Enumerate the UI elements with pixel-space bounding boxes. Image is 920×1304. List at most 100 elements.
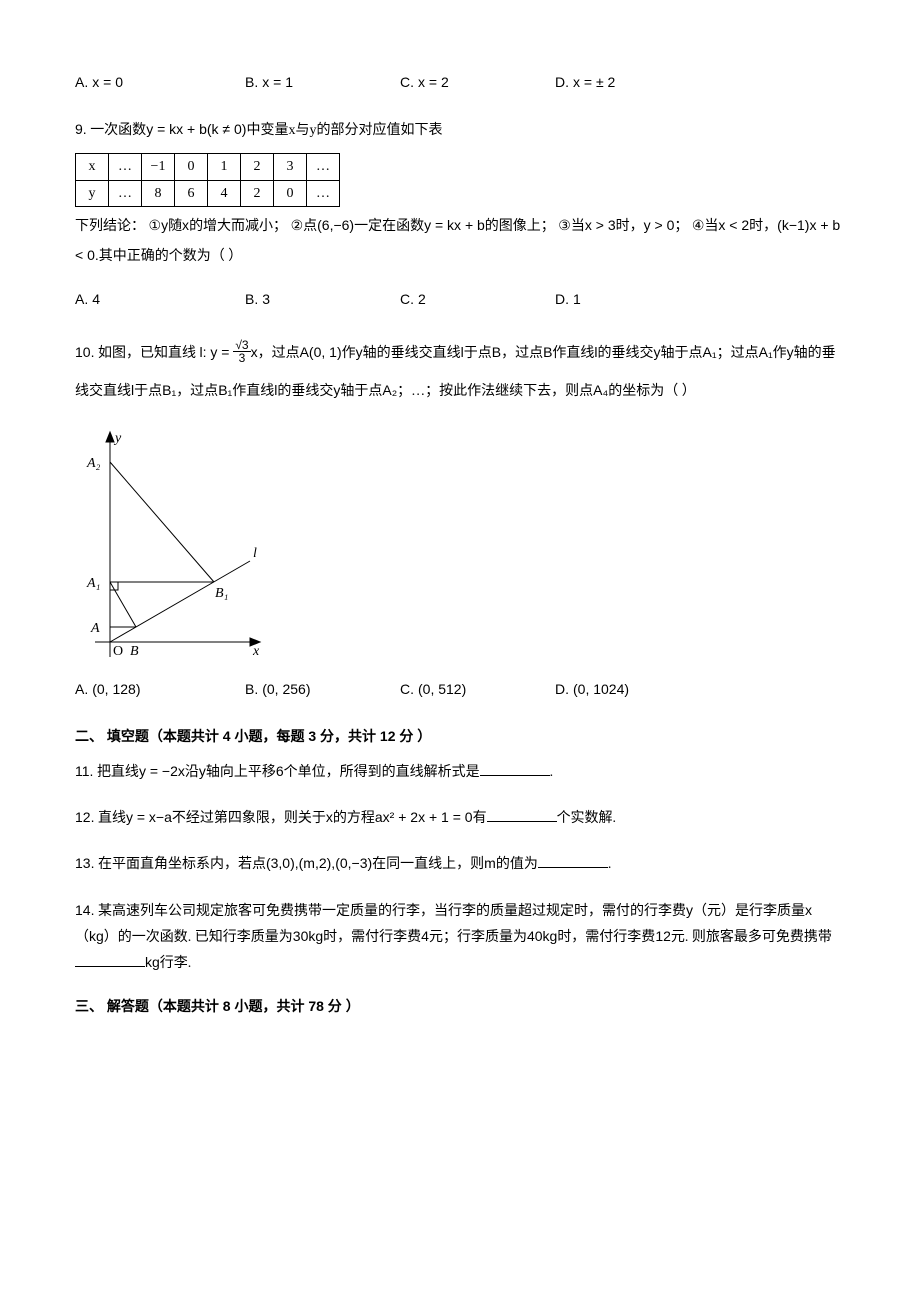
text: 其中正确的个数为（ ） [99,249,243,264]
text: 时，需付行李费 [557,930,655,945]
blank [480,761,550,776]
option-label: D. [555,677,569,702]
text: 作 [773,346,787,361]
text: 元；行李质量为 [429,930,527,945]
option-value: 2 [418,287,426,312]
text: 于点 [464,346,492,361]
text: 作 [342,346,356,361]
text: （元）是行李质量 [693,904,805,919]
table-row-y: y … 8 6 4 2 0 … [76,180,340,206]
label-O: O [113,644,123,659]
q8-option-d: D. x = ± 2 [555,70,710,95]
cell: 6 [175,180,208,206]
circled-3: ③ [558,217,571,233]
text: 沿 [185,765,199,780]
option-label: A. [75,70,88,95]
q10-option-a: A. (0, 128) [75,677,245,702]
q12: 12. 直线y = x−a不经过第四象限，则关于x的方程ax² + 2x + 1… [75,805,845,831]
cell: … [307,154,340,180]
option-value: 1 [573,287,581,312]
text: ，过点 [501,346,543,361]
formula: y = kx + b(k ≠ 0) [146,121,246,137]
text: 的垂线交 [277,384,333,399]
circled-4: ④ [692,217,705,233]
option-value: x = ± 2 [573,70,615,95]
q8-option-c: C. x = 2 [400,70,555,95]
text: 在平面直角坐标系内，若点 [98,857,266,872]
text: A₄ [593,382,608,398]
text: . [550,765,554,780]
text: 的坐标为（ ） [608,384,696,399]
condition: x > 3 [585,217,616,233]
label-l: l [253,546,257,561]
text: 的垂线交直线 [377,346,461,361]
eq-rhs: x [251,344,258,360]
text: （ [75,930,89,945]
text: 行李. [160,956,192,971]
label-A2: A₂ [86,456,101,471]
question-number: 12. [75,809,94,825]
q10-option-d: D. (0, 1024) [555,677,710,702]
cell: 3 [274,154,307,180]
price: 12 [655,928,671,944]
cell: … [307,180,340,206]
text: 时，需付行李费 [323,930,421,945]
text: 中变量x与y的部分对应值如下表 [246,123,442,138]
option-label: C. [400,677,414,702]
point-a1: A₁ [703,344,717,360]
q8-options: A. x = 0 B. x = 1 C. x = 2 D. x = ± 2 [75,70,845,95]
point-b1: B₁ [162,382,176,398]
text: 一次函数 [90,123,146,138]
option-label: D. [555,287,569,312]
fraction: √33 [233,339,250,364]
option-value: (0, 512) [418,677,466,702]
label-B1: B₁ [215,586,228,601]
label-A1: A₁ [86,576,100,591]
option-label: C. [400,287,414,312]
label-y: y [113,431,122,446]
option-value: x = 0 [92,70,123,95]
points: (3,0),(m,2),(0,−3) [266,855,372,871]
text: . [608,857,612,872]
q9-option-a: A. 4 [75,287,245,312]
option-value: 3 [262,287,270,312]
text: 的垂线交 [598,346,654,361]
cell: 2 [241,180,274,206]
label-B: B [130,644,139,659]
text: 把直线 [97,765,139,780]
q10-option-c: C. (0, 512) [400,677,555,702]
text: y轴 [787,344,808,360]
text: 的增大而减小； [189,219,287,234]
q11: 11. 把直线y = −2x沿y轴向上平移6个单位，所得到的直线解析式是. [75,759,845,785]
q9-conclusions: 下列结论： ①y随x的增大而减小； ②点(6,−6)一定在函数y = kx + … [75,211,845,271]
formula: y = x−a [126,809,172,825]
text: 点 [303,219,317,234]
text: 有 [473,811,487,826]
q8-option-b: B. x = 1 [245,70,400,95]
equation: ax² + 2x + 1 = 0 [375,809,473,825]
cell: 4 [208,180,241,206]
text: 作直线 [552,346,594,361]
text: y轴 [333,382,354,398]
variable: y [686,902,693,918]
q9-stem: 9. 一次函数y = kx + b(k ≠ 0)中变量x与y的部分对应值如下表 [75,117,845,143]
text: 的图像上； [485,219,555,234]
table-row-x: x … −1 0 1 2 3 … [76,154,340,180]
eq-lhs: l: y = [199,344,233,360]
option-label: D. [555,70,569,95]
text: B₁ [218,382,232,398]
q8-option-a: A. x = 0 [75,70,245,95]
question-number: 11. [75,763,93,779]
text: 的值为 [496,857,538,872]
text: 在同一直线上，则 [372,857,484,872]
cell: 1 [208,154,241,180]
variable: m [484,855,496,871]
text: ）的一次函数. 已知行李质量为 [104,930,293,945]
text: 于点 [354,384,382,399]
blank [75,952,145,967]
text: 直线 [98,811,126,826]
text: B [492,344,501,360]
cell: −1 [142,154,175,180]
option-value: (0, 1024) [573,677,629,702]
question-number: 10. [75,344,94,360]
